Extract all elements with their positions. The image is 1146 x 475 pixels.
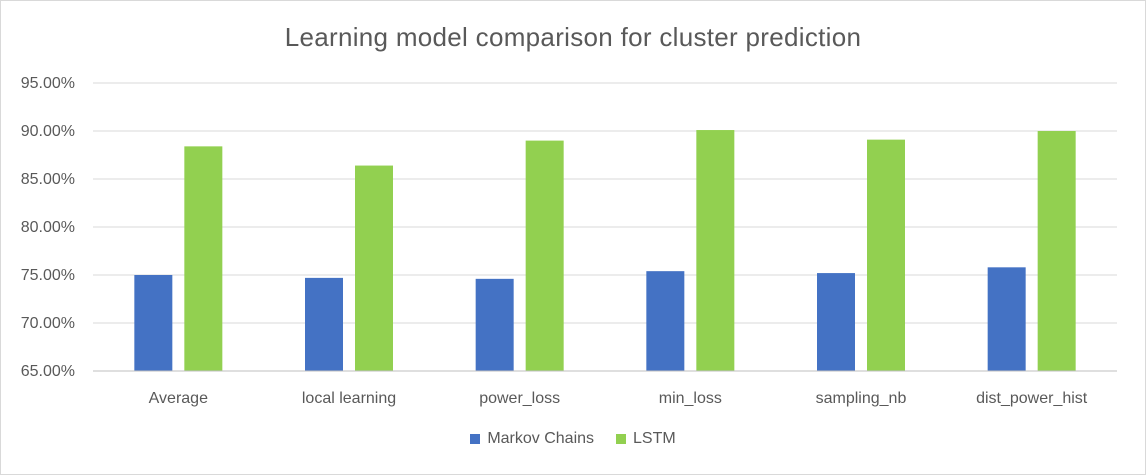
bar-lstm (1037, 131, 1076, 371)
x-tick-label: min_loss (659, 390, 722, 407)
legend-swatch-markov (470, 434, 481, 444)
bar-markov (817, 273, 855, 371)
bar-markov (475, 278, 514, 371)
x-tick-label: sampling_nb (816, 390, 907, 407)
legend-item-lstm: LSTM (616, 430, 676, 448)
x-tick-label: dist_power_hist (976, 390, 1088, 407)
x-tick-label: Average (149, 390, 208, 407)
legend-label-lstm: LSTM (633, 430, 676, 447)
legend-item-markov: Markov Chains (470, 430, 594, 448)
bar-markov (134, 275, 173, 371)
chart-legend: Markov Chains LSTM (0, 430, 1146, 448)
y-tick-label: 70.00% (21, 315, 75, 332)
legend-label-markov: Markov Chains (487, 430, 595, 447)
y-tick-label: 85.00% (21, 171, 75, 188)
legend-swatch-lstm (616, 434, 627, 444)
y-tick-label: 65.00% (21, 363, 75, 380)
bar-markov (987, 267, 1026, 371)
bar-lstm (355, 165, 393, 371)
bar-markov (305, 277, 343, 371)
x-tick-label: local learning (302, 390, 396, 407)
bar-lstm (867, 139, 905, 371)
y-tick-label: 80.00% (21, 219, 75, 236)
y-tick-label: 95.00% (21, 75, 75, 92)
bar-lstm (525, 140, 564, 371)
bar-lstm (696, 130, 735, 371)
chart-title: Learning model comparison for cluster pr… (284, 22, 862, 52)
y-tick-label: 90.00% (21, 123, 75, 140)
y-tick-label: 75.00% (21, 267, 75, 284)
bar-lstm (184, 146, 223, 371)
bar-markov (646, 271, 685, 371)
x-tick-label: power_loss (479, 390, 560, 407)
